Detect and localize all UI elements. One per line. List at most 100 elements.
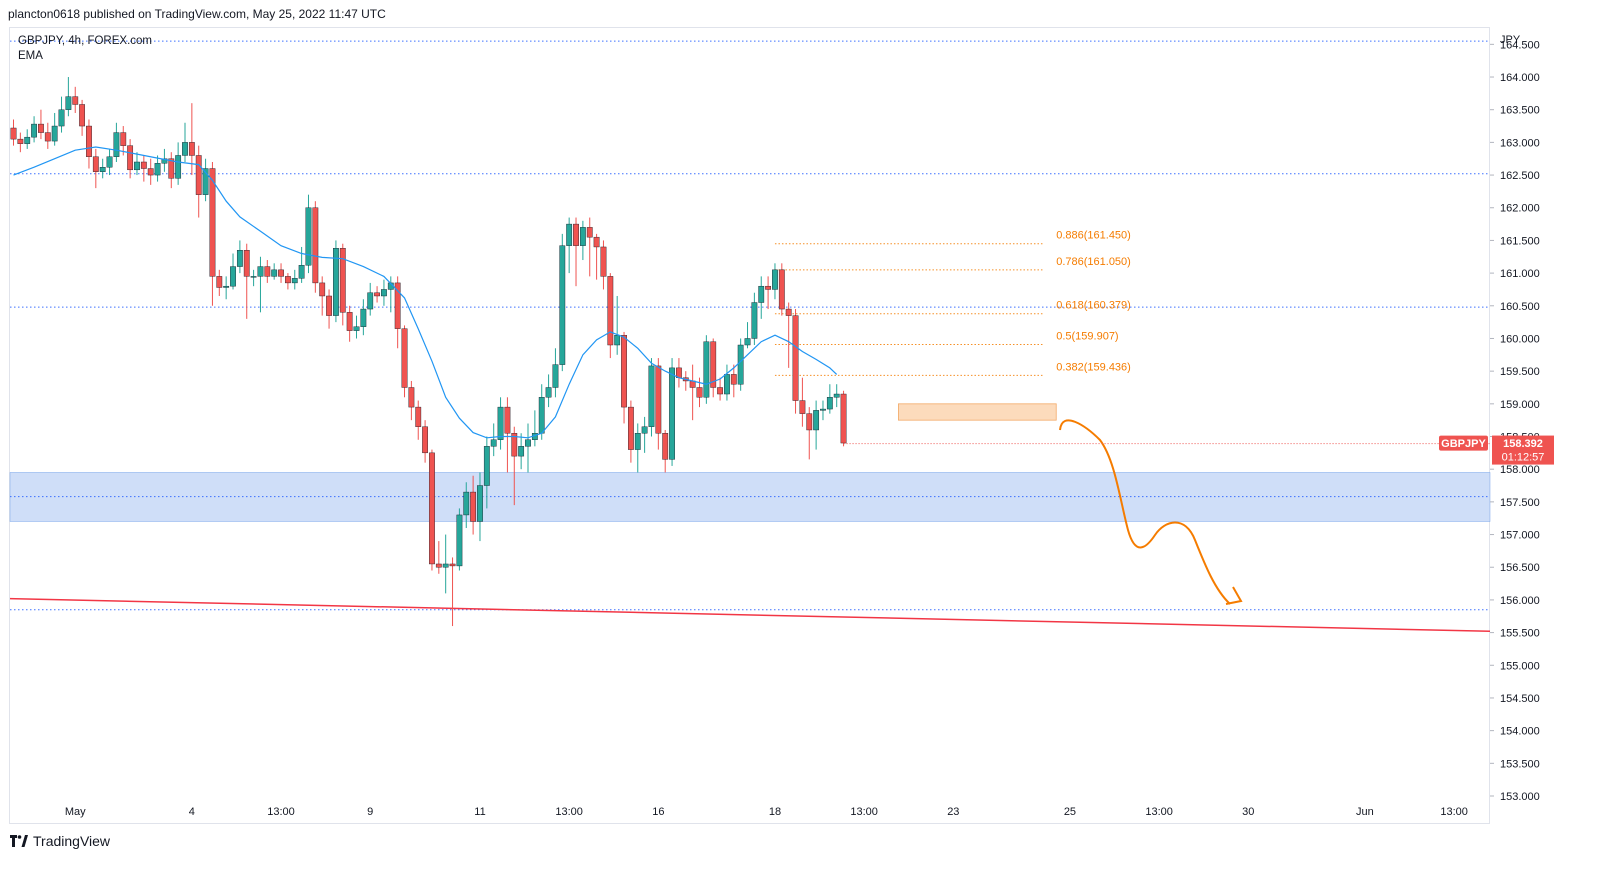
candle-body <box>195 155 202 195</box>
y-tick-label-19: 155.000 <box>1500 660 1540 672</box>
candle-body <box>367 292 374 310</box>
candle-body <box>778 269 785 310</box>
candle <box>216 269 223 296</box>
candle <box>717 377 723 401</box>
y-tick-label-0: 164.500 <box>1500 39 1540 51</box>
candle <box>415 400 422 440</box>
tradingview-icon <box>10 835 28 847</box>
candle-body <box>216 276 223 288</box>
candle-body <box>628 406 634 450</box>
candle <box>669 358 675 466</box>
fibonacci-layer: 0.886(161.450) 0.786(161.050) 0.618(160.37… <box>774 230 1131 376</box>
candle-body <box>92 156 99 172</box>
candle-body <box>243 250 250 277</box>
candle <box>813 400 820 450</box>
candle-body <box>751 302 758 339</box>
candle-body <box>449 563 456 567</box>
brand-name: TradingView <box>33 833 111 849</box>
candle <box>394 276 401 349</box>
candle-body <box>600 246 607 277</box>
candle <box>483 436 490 509</box>
candle-body <box>696 387 703 398</box>
candle <box>147 158 154 185</box>
candle-body <box>559 245 566 365</box>
trendline <box>9 597 1491 633</box>
candle <box>353 315 360 339</box>
candle-body <box>17 138 24 144</box>
candle-body <box>799 400 806 414</box>
candle-body <box>127 145 134 171</box>
candle-body <box>346 312 353 331</box>
x-tick-label-0: May <box>65 806 86 818</box>
candle-body <box>374 292 380 297</box>
candle-body <box>573 223 579 246</box>
ema-layer <box>13 146 838 439</box>
horizontal-lines-layer <box>10 40 1490 611</box>
candle <box>586 217 593 277</box>
candle <box>511 426 518 506</box>
symbol-tag-bg <box>1439 435 1488 451</box>
candle <box>621 331 627 424</box>
candle <box>65 77 72 117</box>
candle <box>552 348 559 398</box>
candle <box>236 240 243 274</box>
fib-label-1: 0.786(161.050) <box>1056 256 1131 268</box>
y-tick-label-16: 156.500 <box>1500 562 1540 574</box>
candle-body <box>106 156 113 168</box>
candle <box>291 269 298 290</box>
candle <box>58 96 65 133</box>
x-tick-label-3: 9 <box>367 806 373 818</box>
candle <box>648 358 655 437</box>
candle-body <box>408 387 415 408</box>
candle <box>449 557 456 627</box>
y-tick-label-10: 159.500 <box>1500 366 1540 378</box>
candle-body <box>360 308 367 327</box>
candle <box>243 243 250 319</box>
candle-body <box>285 276 291 284</box>
candle <box>408 380 415 421</box>
candle-body <box>497 406 504 440</box>
candle-body <box>806 413 813 431</box>
candle <box>518 433 525 470</box>
y-tick-label-17: 156.000 <box>1500 595 1540 607</box>
candle-body <box>545 387 552 398</box>
candle <box>600 240 607 290</box>
candle-body <box>278 269 284 277</box>
candle-body <box>648 365 655 427</box>
candle-body <box>51 125 58 142</box>
candle-body <box>724 374 730 395</box>
candle <box>134 152 140 176</box>
candle <box>250 269 257 287</box>
candle <box>161 148 168 172</box>
candle <box>778 263 785 316</box>
candle-body <box>154 163 161 176</box>
candle-body <box>182 142 188 156</box>
fib-label-3: 0.5(159.907) <box>1056 331 1118 343</box>
candle-body <box>607 276 614 346</box>
candle <box>182 122 188 162</box>
fib-label-2: 0.618(160.379) <box>1056 300 1131 312</box>
candle <box>120 126 127 156</box>
candle <box>51 112 58 146</box>
candle-body <box>305 207 312 266</box>
candle <box>99 158 106 179</box>
candle-body <box>113 132 120 157</box>
candle <box>326 289 332 329</box>
candle <box>772 263 778 300</box>
candle <box>168 152 175 189</box>
y-tick-label-23: 153.000 <box>1500 791 1540 803</box>
candle <box>607 273 614 359</box>
candle-body <box>134 161 140 171</box>
candle-body <box>525 439 531 447</box>
candle <box>655 358 662 450</box>
y-tick-label-14: 157.500 <box>1500 497 1540 509</box>
candle-body <box>792 315 799 401</box>
candle <box>86 119 92 169</box>
y-tick-label-22: 153.500 <box>1500 758 1540 770</box>
symbol-tag: GBPJPY <box>1441 438 1486 450</box>
tradingview-logo[interactable]: TradingView <box>10 833 110 849</box>
x-axis: May 4 13:00 9 11 13:00 16 18 13:00 23 25 13:00 30 Jun… <box>65 806 1468 818</box>
candle <box>106 148 113 176</box>
